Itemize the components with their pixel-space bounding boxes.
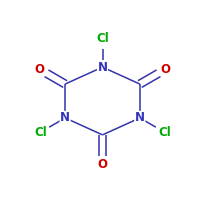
- Text: N: N: [135, 111, 145, 124]
- Text: O: O: [34, 63, 44, 76]
- Text: O: O: [161, 63, 171, 76]
- Text: N: N: [98, 61, 108, 74]
- Text: N: N: [60, 111, 70, 124]
- Text: O: O: [98, 158, 108, 171]
- Text: Cl: Cl: [34, 126, 47, 139]
- Text: Cl: Cl: [158, 126, 171, 139]
- Text: Cl: Cl: [96, 32, 109, 45]
